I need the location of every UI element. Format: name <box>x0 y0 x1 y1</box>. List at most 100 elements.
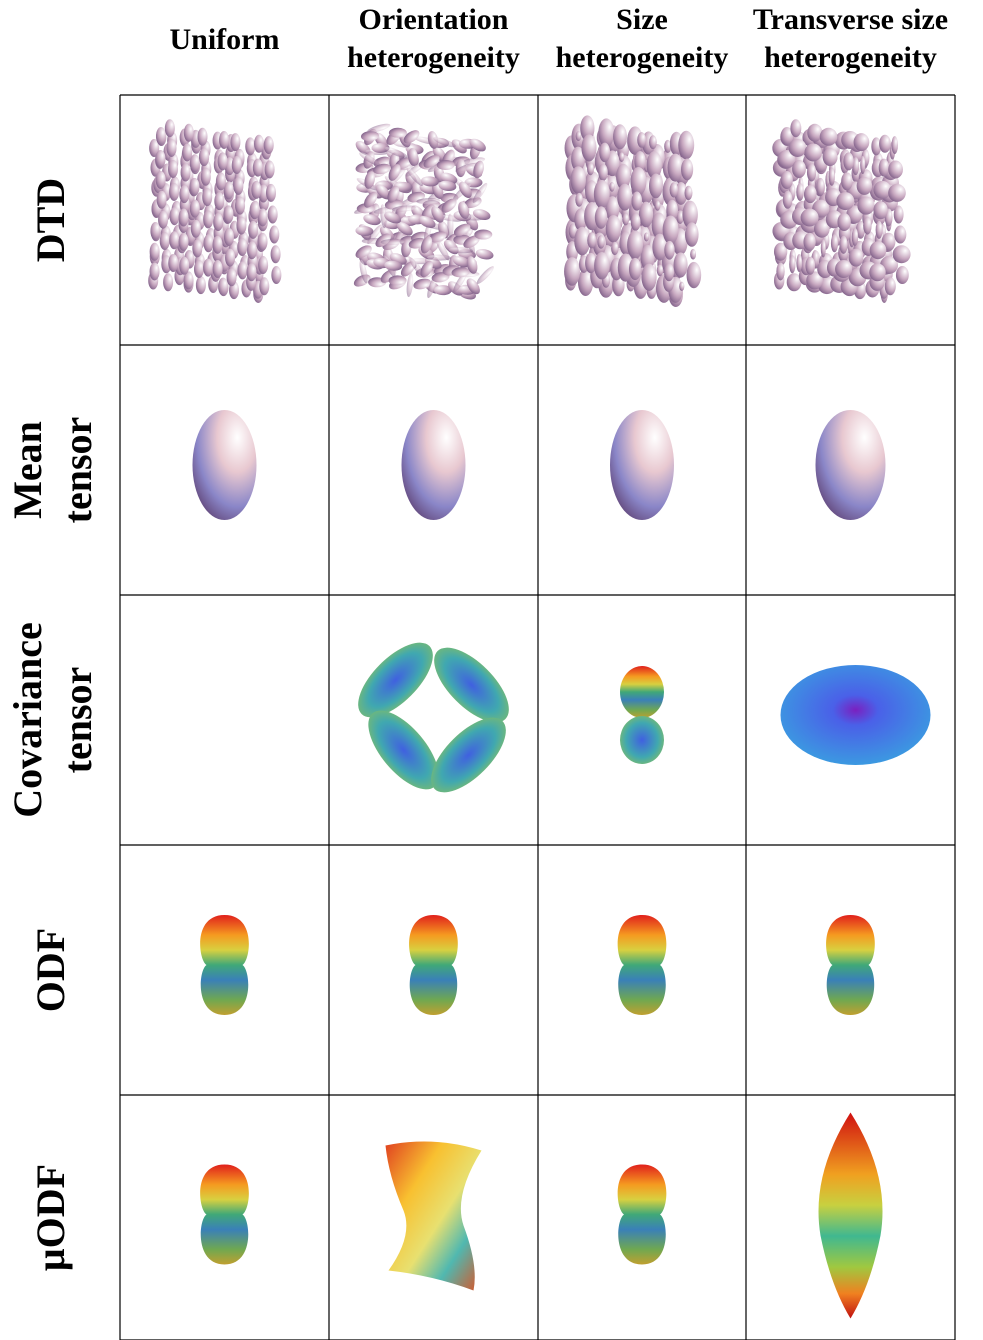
ellipsoid <box>248 221 258 239</box>
dtd-cloud <box>352 122 496 302</box>
ellipsoid <box>649 135 657 149</box>
ellipsoid <box>857 197 874 215</box>
ellipsoid <box>366 122 391 134</box>
ellipsoid <box>678 131 694 160</box>
ellipsoid <box>192 239 202 257</box>
column-header: heterogeneity <box>556 41 729 74</box>
ellipsoid <box>214 192 224 210</box>
ellipsoid <box>860 156 865 174</box>
ellipsoid <box>894 226 906 244</box>
ellipsoid <box>789 139 807 157</box>
ellipsoid <box>863 217 872 235</box>
ellipsoid <box>613 124 627 149</box>
ellipsoid <box>685 186 693 200</box>
ellipsoid <box>168 254 178 272</box>
ellipsoid <box>807 163 816 181</box>
ellipsoid <box>594 252 609 280</box>
ellipsoid <box>670 182 678 197</box>
row-label: tensor <box>55 417 100 524</box>
ellipsoid <box>190 178 200 196</box>
dtd-cloud <box>772 119 910 303</box>
ellipsoid <box>801 209 819 227</box>
ellipsoid <box>237 261 247 279</box>
ellipsoid <box>789 255 795 273</box>
ellipsoid <box>622 213 629 225</box>
ellipsoid <box>269 226 279 244</box>
ellipsoid <box>598 164 608 181</box>
ellipsoid <box>564 257 580 286</box>
ellipsoid <box>475 248 495 261</box>
ellipsoid <box>198 128 208 146</box>
column-header: heterogeneity <box>347 41 520 74</box>
dtd-cloud <box>148 119 281 303</box>
ellipsoid <box>264 136 274 154</box>
ellipsoid <box>611 242 618 255</box>
ellipsoid <box>796 183 804 201</box>
ellipsoid <box>271 245 281 263</box>
ellipsoid <box>265 160 275 178</box>
ellipsoid <box>251 181 261 199</box>
ellipsoid <box>839 236 847 254</box>
ellipsoid <box>792 160 806 178</box>
ellipsoid <box>156 171 166 189</box>
ellipsoid <box>202 188 212 206</box>
ellipsoid <box>595 206 608 229</box>
ellipsoid <box>213 213 223 231</box>
column-header: Uniform <box>170 23 280 56</box>
ellipsoid <box>179 257 189 275</box>
ellipsoid <box>190 200 200 218</box>
ellipsoid <box>598 118 614 147</box>
ellipsoid <box>581 134 596 161</box>
row-label: DTD <box>28 178 73 262</box>
ellipsoid <box>594 180 610 209</box>
ellipsoid <box>587 163 594 175</box>
ellipsoid <box>182 143 192 161</box>
ellipsoid <box>179 233 189 251</box>
ellipsoid <box>179 209 189 227</box>
ellipsoid <box>184 124 194 142</box>
ellipsoid <box>224 205 234 223</box>
ellipsoid <box>158 211 168 229</box>
ellipsoid <box>227 268 237 286</box>
ellipsoid <box>617 184 632 211</box>
ellipsoid <box>179 185 189 203</box>
ellipsoid <box>888 160 903 178</box>
ellipsoid <box>406 273 415 298</box>
ellipsoid <box>165 119 175 137</box>
ellipsoid <box>167 139 177 157</box>
ellipsoid <box>232 156 242 174</box>
ellipsoid <box>230 133 240 151</box>
ellipsoid <box>203 234 213 252</box>
odf-glyph <box>826 915 875 1015</box>
ellipsoid <box>687 262 702 288</box>
ellipsoid <box>254 135 264 153</box>
ellipsoid <box>664 241 674 260</box>
ellipsoid <box>271 266 281 284</box>
ellipsoid <box>233 177 243 195</box>
ellipsoid <box>857 177 873 195</box>
ellipsoid <box>869 263 885 281</box>
micro-odf-glyph <box>618 1165 667 1265</box>
ellipsoid <box>690 249 696 260</box>
ellipsoid <box>641 264 656 291</box>
ellipsoid <box>258 233 268 251</box>
ellipsoid <box>630 167 646 196</box>
ellipsoid <box>157 191 167 209</box>
micro-odf-glyph <box>386 1142 482 1291</box>
ellipsoid <box>632 192 643 211</box>
ellipsoid <box>268 206 278 224</box>
mean-tensor <box>402 410 466 520</box>
ellipsoid <box>576 131 582 141</box>
row-label: tensor <box>55 667 100 774</box>
ellipsoid <box>213 236 223 254</box>
covariance-torus <box>781 665 931 765</box>
ellipsoid <box>854 133 870 151</box>
ellipsoid <box>163 273 173 291</box>
ellipsoid <box>213 260 223 278</box>
ellipsoid <box>681 159 693 181</box>
ellipsoid <box>835 260 852 278</box>
column-header: Orientation <box>359 3 509 36</box>
ellipsoid <box>245 137 255 155</box>
ellipsoid <box>575 193 583 207</box>
ellipsoid <box>837 213 850 231</box>
